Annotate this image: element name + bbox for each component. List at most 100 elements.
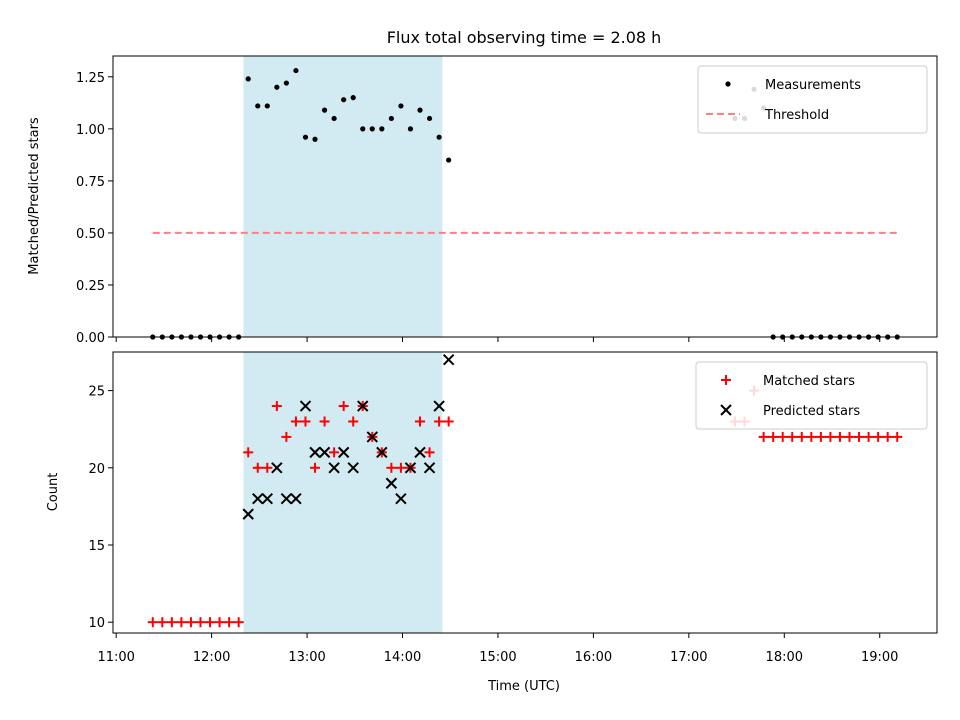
y-tick-label: 0.25 bbox=[76, 279, 105, 294]
matched-star-point bbox=[787, 431, 798, 442]
predicted-star-point bbox=[252, 492, 264, 505]
y-tick-label: 15 bbox=[88, 539, 105, 554]
bottom-panel: 10 15 20 25 11:00 12:00 13:00 14:00 15:00 16:00 17… bbox=[46, 351, 938, 694]
legend-label: Threshold bbox=[764, 108, 829, 123]
x-tick-label: 18:00 bbox=[766, 650, 803, 665]
matched-star-point bbox=[348, 416, 359, 427]
matched-star-point bbox=[290, 416, 301, 427]
y-tick-label: 0.50 bbox=[76, 227, 105, 242]
predicted-star-point bbox=[414, 446, 426, 459]
predicted-star-point bbox=[376, 446, 388, 459]
x-b bbox=[290, 492, 302, 505]
x-b bbox=[242, 508, 254, 520]
x-b bbox=[337, 446, 350, 459]
matched-star-point bbox=[424, 447, 435, 458]
top-legend: Measurements Threshold bbox=[697, 65, 928, 134]
x-b bbox=[309, 446, 321, 459]
measurement-point bbox=[312, 136, 318, 142]
measurement-point bbox=[369, 126, 375, 132]
matched-star-point bbox=[310, 462, 321, 473]
predicted-star-point bbox=[423, 462, 436, 474]
matched-star-point bbox=[863, 431, 874, 442]
y-tick-label: 0.75 bbox=[76, 175, 105, 190]
predicted-star-point bbox=[299, 400, 312, 412]
predicted-star-point bbox=[357, 400, 369, 412]
measurement-point bbox=[293, 67, 299, 74]
x-b bbox=[376, 446, 388, 459]
y-tick-label: 1.25 bbox=[76, 71, 105, 86]
x-b bbox=[414, 446, 426, 459]
predicted-star-point bbox=[328, 462, 340, 474]
matched-star-point bbox=[185, 617, 196, 628]
x-b bbox=[261, 492, 274, 505]
x-tick-label: 16:00 bbox=[575, 650, 612, 665]
matched-star-point bbox=[834, 431, 845, 442]
measurement-point bbox=[417, 107, 423, 113]
matched-star-point bbox=[271, 401, 282, 412]
predicted-star-point bbox=[337, 446, 350, 459]
bottom-shaded-region bbox=[243, 352, 443, 633]
top-ylabel: Matched/Predicted stars bbox=[27, 117, 42, 275]
shaded-region bbox=[243, 352, 443, 633]
measurement-point bbox=[436, 134, 442, 140]
x-b bbox=[328, 462, 340, 474]
predicted-star-point bbox=[271, 462, 283, 474]
matched-star-point bbox=[176, 617, 187, 628]
x-b bbox=[318, 446, 331, 459]
measurement-point bbox=[302, 134, 309, 140]
legend-box bbox=[695, 361, 928, 430]
y-tick-label: 20 bbox=[88, 462, 105, 477]
matched-star-point bbox=[386, 462, 397, 473]
matched-star-point bbox=[224, 617, 235, 628]
predicted-star-point bbox=[309, 446, 321, 459]
x-tick-label: 17:00 bbox=[670, 650, 707, 665]
x-b bbox=[433, 400, 445, 412]
matched-star-point bbox=[166, 617, 177, 628]
measurement-point bbox=[446, 157, 452, 163]
y-tick-label: 0.00 bbox=[76, 331, 105, 346]
matched-star-point bbox=[233, 617, 244, 628]
top-axes: 0.00 0.25 0.50 0.75 1.00 1.25 bbox=[76, 55, 938, 346]
measurement-point bbox=[360, 126, 366, 132]
x-tick-label: 15:00 bbox=[479, 650, 516, 665]
x-b bbox=[280, 492, 293, 505]
x-b bbox=[395, 492, 407, 505]
measurement-point bbox=[426, 115, 433, 122]
matched-star-point bbox=[262, 462, 273, 473]
x-tick-label: 14:00 bbox=[384, 650, 421, 665]
predicted-star-point bbox=[280, 492, 293, 505]
x-b bbox=[442, 354, 455, 366]
predicted-star-point bbox=[318, 446, 331, 459]
predicted-star-point bbox=[385, 477, 398, 489]
matched-star-point bbox=[825, 431, 836, 442]
measurement-point bbox=[388, 115, 394, 122]
matched-star-point bbox=[873, 431, 884, 442]
x-b bbox=[423, 462, 436, 474]
x-tick-label: 12:00 bbox=[193, 650, 230, 665]
predicted-star-point bbox=[290, 492, 302, 505]
matched-star-point bbox=[892, 431, 903, 442]
x-b bbox=[357, 400, 369, 412]
measurement-point bbox=[264, 103, 270, 109]
predicted-star-point bbox=[404, 462, 417, 474]
x-tick-label: 11:00 bbox=[97, 650, 134, 665]
top-shaded-region bbox=[243, 56, 443, 337]
predicted-star-point bbox=[442, 354, 455, 366]
legend-label: Predicted stars bbox=[763, 404, 860, 419]
measurement-point bbox=[274, 84, 280, 90]
matched-star-point bbox=[319, 416, 330, 427]
x-b bbox=[252, 492, 264, 505]
matched-star-point bbox=[882, 431, 893, 442]
x-b bbox=[385, 477, 398, 489]
matched-star-point bbox=[205, 617, 216, 628]
y-tick-label: 1.00 bbox=[76, 123, 105, 138]
x-tick-label: 19:00 bbox=[861, 650, 898, 665]
predicted-star-point bbox=[261, 492, 274, 505]
x-b bbox=[404, 462, 417, 474]
matched-star-point bbox=[329, 447, 340, 458]
legend-label: Matched stars bbox=[763, 374, 855, 389]
measurement-point bbox=[255, 103, 261, 109]
measurement-point bbox=[398, 103, 404, 109]
measurement-point bbox=[350, 95, 356, 101]
x-b bbox=[366, 431, 378, 443]
